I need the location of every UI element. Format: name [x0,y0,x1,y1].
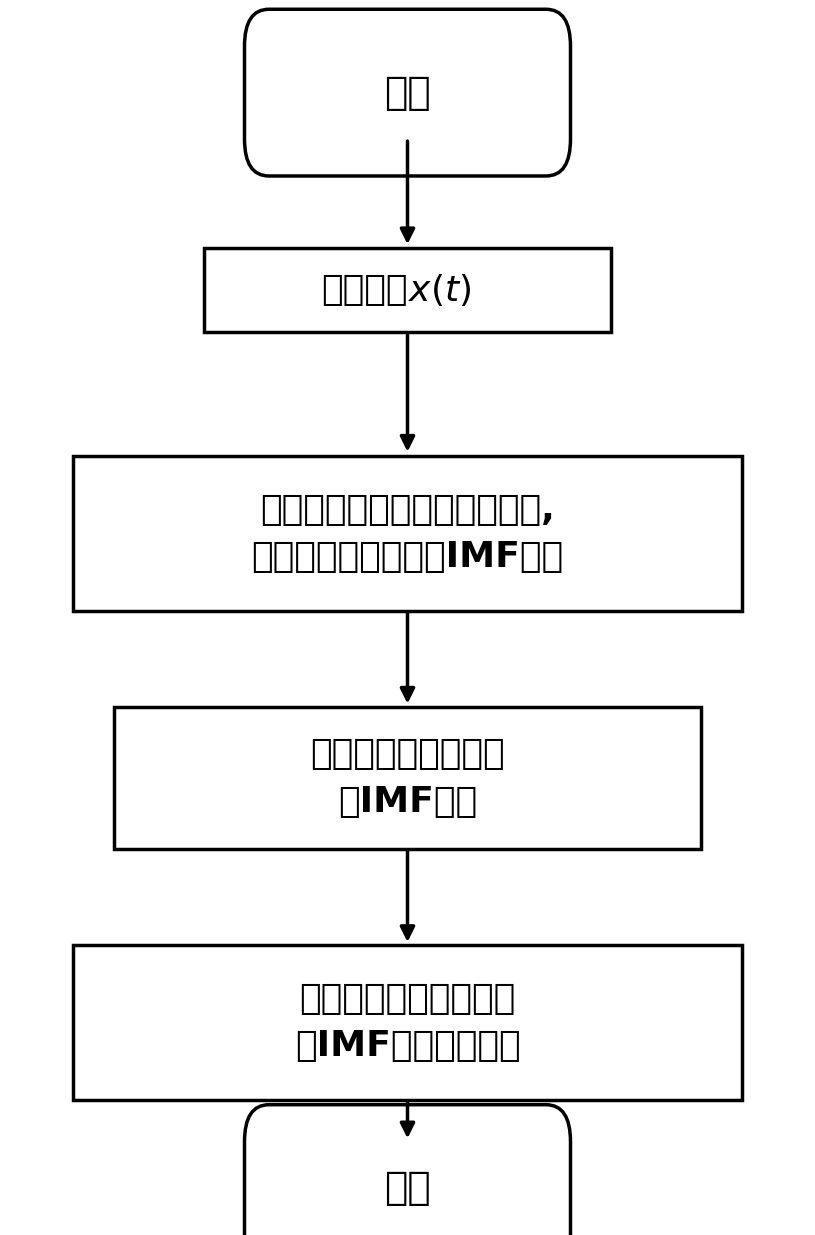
Text: $\mathbf{\mathit{x(t)}}$: $\mathbf{\mathit{x(t)}}$ [408,272,471,309]
Text: 对信号进行极点对称模态分解,
获取各固有模态函数IMF分量: 对信号进行极点对称模态分解, 获取各固有模态函数IMF分量 [252,493,563,574]
FancyBboxPatch shape [73,457,742,611]
Text: 开始: 开始 [384,74,431,111]
Text: 输入信号: 输入信号 [321,273,408,308]
FancyBboxPatch shape [244,10,570,175]
Text: 用希尔伯特变换法求取
各IMF的幅值和频率: 用希尔伯特变换法求取 各IMF的幅值和频率 [295,982,520,1063]
Text: 结束: 结束 [384,1170,431,1207]
FancyBboxPatch shape [204,248,611,332]
FancyBboxPatch shape [73,946,742,1100]
Text: 用能量门限法获取真
实IMF分量: 用能量门限法获取真 实IMF分量 [311,737,504,819]
FancyBboxPatch shape [114,706,701,850]
FancyBboxPatch shape [244,1104,570,1235]
